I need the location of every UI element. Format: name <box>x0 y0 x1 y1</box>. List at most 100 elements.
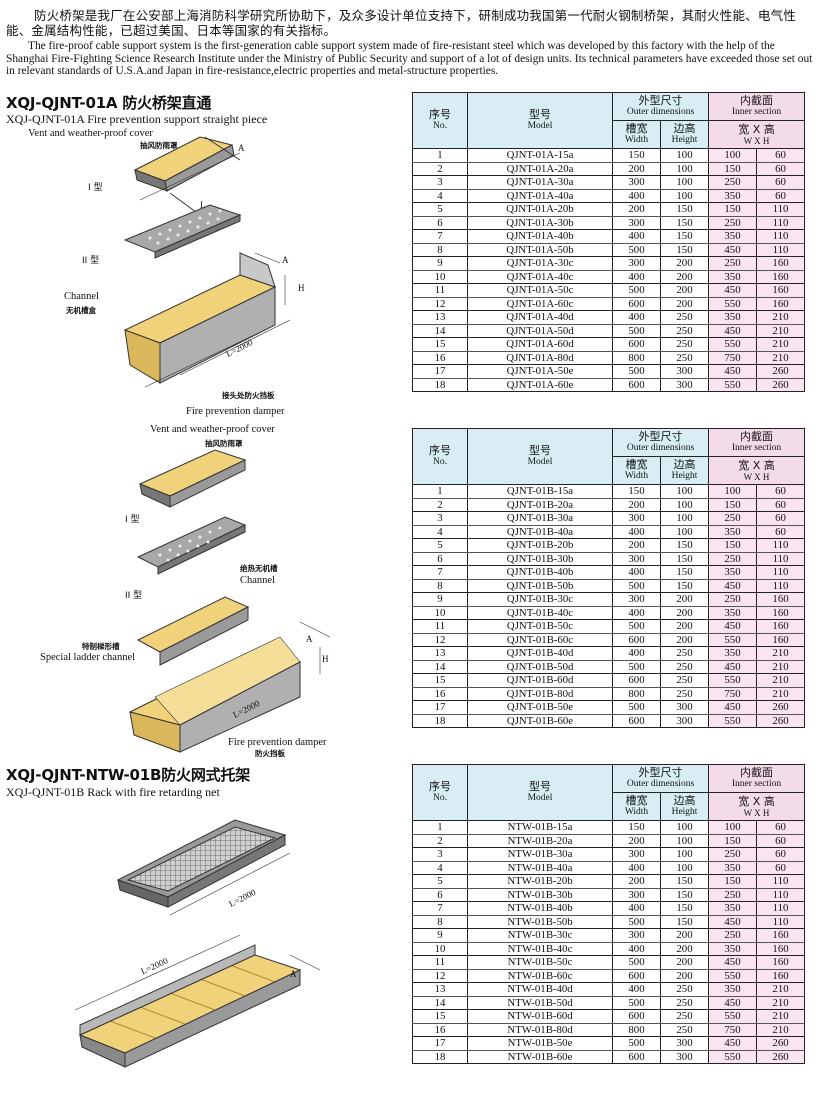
inner-width: 550 <box>708 713 758 728</box>
outer-height: 250 <box>659 323 710 338</box>
model-code: QJNT-01A-60d <box>467 337 613 352</box>
inner-width: 150 <box>708 161 758 176</box>
row-number: 9 <box>412 928 468 943</box>
inner-width: 350 <box>708 524 758 539</box>
model-code: QJNT-01A-50b <box>467 242 613 257</box>
inner-width: 150 <box>708 497 758 512</box>
row-number: 5 <box>412 202 468 217</box>
table-row: 2 QJNT-01A-20a 200 100 150 60 <box>412 161 806 176</box>
row-number: 13 <box>412 982 468 997</box>
outer-height: 300 <box>659 713 710 728</box>
outer-width: 500 <box>612 955 661 970</box>
inner-width: 350 <box>708 188 758 203</box>
outer-width: 600 <box>612 337 661 352</box>
row-number: 16 <box>412 686 468 701</box>
table-row: 16 QJNT-01A-80d 800 250 750 210 <box>412 350 806 365</box>
inner-height: 60 <box>756 484 806 499</box>
table-row: 13 NTW-01B-40d 400 250 350 210 <box>412 982 806 997</box>
inner-height: 110 <box>756 551 806 566</box>
inner-height: 110 <box>756 874 806 889</box>
model-code: QJNT-01B-20a <box>467 497 613 512</box>
table-row: 18 NTW-01B-60e 600 300 550 260 <box>412 1049 806 1064</box>
table-row: 9 NTW-01B-30c 300 200 250 160 <box>412 928 806 943</box>
outer-width: 300 <box>612 551 661 566</box>
inner-width: 350 <box>708 605 758 620</box>
col-height-header: 边高 Height <box>659 792 710 821</box>
outer-width: 400 <box>612 188 661 203</box>
model-code: QJNT-01A-40d <box>467 310 613 325</box>
model-code: NTW-01B-50e <box>467 1036 613 1051</box>
outer-width: 200 <box>612 202 661 217</box>
spec-table-01b-body: 1 QJNT-01B-15a 150 100 100 60 2 QJNT-01B-20a 200… <box>412 484 806 728</box>
model-code: NTW-01B-60c <box>467 968 613 983</box>
outer-width: 800 <box>612 686 661 701</box>
col-inner-header: 内截面 Inner section <box>708 764 806 793</box>
model-code: NTW-01B-30b <box>467 887 613 902</box>
table-row: 9 QJNT-01A-30c 300 200 250 160 <box>412 256 806 271</box>
row-number: 8 <box>412 914 468 929</box>
inner-height: 210 <box>756 646 806 661</box>
spec-table-01a-body: 1 QJNT-01A-15a 150 100 100 60 2 QJNT-01A-20a 200… <box>412 148 806 392</box>
col-outer-header: 外型尺寸 Outer dimensions <box>611 764 710 793</box>
model-code: QJNT-01A-50e <box>467 364 613 379</box>
inner-width: 450 <box>708 242 758 257</box>
inner-height: 160 <box>756 605 806 620</box>
outer-width: 500 <box>612 1036 661 1051</box>
inner-height: 160 <box>756 269 806 284</box>
outer-height: 150 <box>659 914 710 929</box>
figure-01a-diagram: Vent and weather-proof cover 抽风防雨罩 I 型 I… <box>0 125 410 420</box>
row-number: 15 <box>412 673 468 688</box>
outer-height: 250 <box>659 310 710 325</box>
row-number: 7 <box>412 901 468 916</box>
outer-width: 400 <box>612 646 661 661</box>
table-row: 5 QJNT-01A-20b 200 150 150 110 <box>412 202 806 217</box>
inner-width: 350 <box>708 860 758 875</box>
outer-height: 250 <box>659 1022 710 1037</box>
outer-width: 500 <box>612 323 661 338</box>
outer-width: 400 <box>612 310 661 325</box>
col-width-header: 槽宽 Width <box>612 120 661 149</box>
outer-width: 400 <box>612 941 661 956</box>
outer-height: 100 <box>659 175 710 190</box>
outer-width: 600 <box>612 713 661 728</box>
row-number: 10 <box>412 941 468 956</box>
inner-width: 100 <box>708 820 758 835</box>
inner-height: 210 <box>756 659 806 674</box>
table-row: 3 NTW-01B-30a 300 100 250 60 <box>412 847 806 862</box>
table-row: 7 QJNT-01B-40b 400 150 350 110 <box>412 565 806 580</box>
model-code: NTW-01B-15a <box>467 820 613 835</box>
model-code: NTW-01B-50c <box>467 955 613 970</box>
inner-height: 160 <box>756 283 806 298</box>
figure-01b-diagram: Vent and weather-proof cover 抽风防雨罩 I 型 I… <box>0 422 410 758</box>
model-code: QJNT-01A-60c <box>467 296 613 311</box>
inner-width: 250 <box>708 511 758 526</box>
outer-width: 600 <box>612 377 661 392</box>
outer-width: 200 <box>612 538 661 553</box>
inner-width: 100 <box>708 484 758 499</box>
inner-height: 260 <box>756 364 806 379</box>
fig1-cover-label-zh: 抽风防雨罩 <box>140 141 178 150</box>
fig1-damper-label-zh: 接头处防火挡板 <box>222 391 275 400</box>
outer-height: 200 <box>659 968 710 983</box>
fig1-channel-label-zh: 无机槽盒 <box>66 306 96 315</box>
outer-width: 400 <box>612 860 661 875</box>
inner-height: 110 <box>756 565 806 580</box>
inner-width: 450 <box>708 955 758 970</box>
inner-height: 160 <box>756 296 806 311</box>
inner-height: 210 <box>756 686 806 701</box>
row-number: 4 <box>412 524 468 539</box>
inner-width: 450 <box>708 700 758 715</box>
outer-width: 400 <box>612 269 661 284</box>
outer-width: 150 <box>612 148 661 163</box>
table-row: 13 QJNT-01A-40d 400 250 350 210 <box>412 310 806 325</box>
inner-height: 160 <box>756 592 806 607</box>
row-number: 3 <box>412 175 468 190</box>
fig1-type-1-label: I 型 <box>88 183 103 193</box>
inner-height: 60 <box>756 161 806 176</box>
outer-height: 200 <box>659 605 710 620</box>
table-row: 6 NTW-01B-30b 300 150 250 110 <box>412 887 806 902</box>
inner-width: 150 <box>708 202 758 217</box>
outer-height: 150 <box>659 538 710 553</box>
inner-width: 150 <box>708 874 758 889</box>
